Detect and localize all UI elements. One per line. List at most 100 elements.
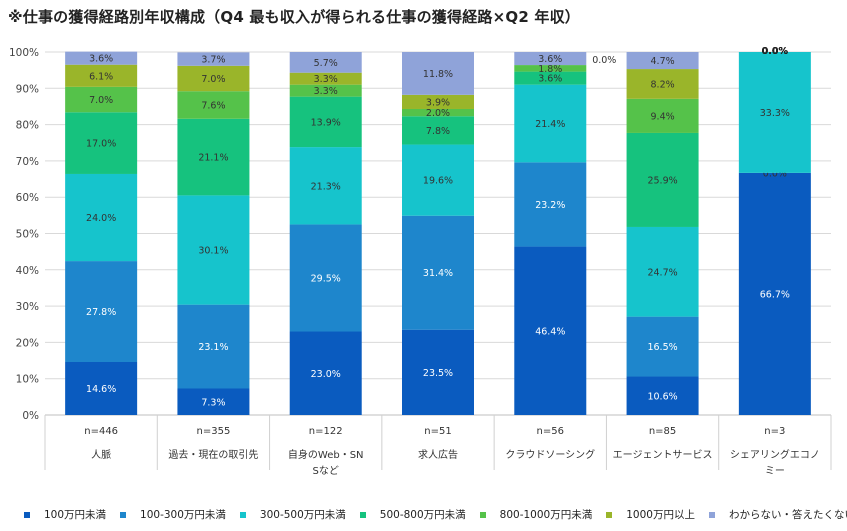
bar-segment bbox=[626, 52, 699, 70]
legend-item: 500-800万円未満 bbox=[359, 507, 466, 522]
data-label: 3.3% bbox=[314, 74, 338, 85]
data-label: 66.7% bbox=[760, 289, 790, 300]
data-label: 14.6% bbox=[86, 384, 116, 395]
data-label: 46.4% bbox=[535, 326, 565, 337]
category-label: 求人広告 bbox=[418, 448, 458, 461]
legend-label: わからない・答えたくない bbox=[728, 509, 847, 521]
legend-label: 100万円未満 bbox=[44, 509, 107, 521]
data-label: 3.7% bbox=[201, 55, 225, 66]
data-label: 3.3% bbox=[314, 86, 338, 97]
data-label: 5.7% bbox=[314, 58, 338, 69]
data-label: 7.0% bbox=[201, 74, 225, 85]
chart-legend: 100万円未満 100-300万円未満 300-500万円未満 500-800万円未満… bbox=[24, 507, 847, 522]
bar-segment bbox=[626, 226, 699, 317]
data-label: 21.1% bbox=[198, 153, 228, 164]
bar-segment bbox=[65, 112, 138, 174]
data-label: 10.6% bbox=[647, 391, 677, 402]
bar-segment bbox=[402, 215, 474, 330]
data-label: 3.6% bbox=[89, 54, 113, 65]
category-n-label: n=56 bbox=[537, 426, 564, 437]
bar-segment bbox=[65, 86, 138, 113]
bar-segment bbox=[289, 72, 362, 85]
y-tick-label: 60% bbox=[16, 192, 39, 204]
legend-label: 500-800万円未満 bbox=[379, 509, 466, 521]
data-label: 1.8% bbox=[538, 64, 562, 75]
data-label: 16.5% bbox=[647, 342, 677, 353]
data-label: 11.8% bbox=[423, 69, 453, 80]
bar-segment bbox=[402, 329, 474, 415]
bar-segment bbox=[289, 224, 362, 332]
category-n-label: n=122 bbox=[309, 426, 343, 437]
y-tick-label: 100% bbox=[9, 47, 39, 59]
data-label: 23.5% bbox=[423, 368, 453, 379]
bar-segment bbox=[177, 118, 250, 196]
chart-title: ※仕事の獲得経路別年収構成（Q4 最も収入が得られる仕事の獲得経路×Q2 年収） bbox=[8, 8, 580, 26]
y-tick-label: 80% bbox=[16, 120, 39, 132]
legend-swatch bbox=[479, 511, 486, 518]
bar-segment bbox=[289, 84, 362, 97]
data-label: 30.1% bbox=[198, 246, 228, 257]
bar-segment bbox=[65, 64, 138, 87]
category-n-label: n=85 bbox=[649, 426, 676, 437]
category-label: Sなど bbox=[313, 465, 339, 477]
y-tick-label: 20% bbox=[16, 337, 39, 349]
legend-label: 800-1000万円未満 bbox=[499, 509, 593, 521]
category-label: エージェントサービス bbox=[613, 449, 713, 461]
category-label: シェアリングエコノ bbox=[730, 448, 820, 461]
bar-segment bbox=[514, 162, 587, 247]
category-n-label: n=446 bbox=[84, 426, 118, 437]
legend-swatch bbox=[239, 511, 246, 518]
category-label: 人脈 bbox=[91, 448, 111, 461]
data-label: 33.3% bbox=[760, 108, 790, 119]
data-label: 7.0% bbox=[89, 95, 113, 106]
data-label: 7.6% bbox=[201, 100, 225, 111]
data-label: 3.6% bbox=[538, 54, 562, 65]
bar-segment bbox=[514, 71, 587, 85]
bar-segment bbox=[402, 94, 474, 109]
data-label: 8.2% bbox=[651, 79, 675, 90]
data-label: 13.9% bbox=[311, 117, 341, 128]
bar-segment bbox=[177, 388, 250, 415]
data-label: 23.2% bbox=[535, 200, 565, 211]
y-tick-label: 30% bbox=[16, 301, 39, 313]
bar-segment bbox=[177, 52, 250, 66]
y-tick-label: 50% bbox=[16, 229, 39, 241]
legend-label: 100-300万円未満 bbox=[140, 509, 226, 521]
legend-swatch bbox=[24, 511, 30, 518]
data-label: 0.0% bbox=[762, 46, 789, 57]
bar-segment bbox=[514, 65, 587, 72]
data-label: 24.0% bbox=[86, 213, 116, 224]
data-label: 3.6% bbox=[538, 74, 562, 85]
data-label: 0.0% bbox=[762, 46, 789, 57]
y-tick-label: 70% bbox=[16, 156, 39, 168]
y-tick-label: 0% bbox=[22, 410, 39, 422]
data-label: 29.5% bbox=[311, 273, 341, 284]
data-label: 0.0% bbox=[762, 46, 789, 57]
bar-segment bbox=[177, 91, 250, 119]
data-label: 0.0% bbox=[763, 168, 787, 179]
data-label: 0.0% bbox=[592, 55, 616, 66]
legend-item: 300-500万円未満 bbox=[239, 507, 346, 522]
bar-segment bbox=[626, 98, 699, 133]
legend-label: 300-500万円未満 bbox=[259, 509, 346, 521]
data-label: 27.8% bbox=[86, 307, 116, 318]
bar-segment bbox=[514, 246, 587, 415]
bar-segment bbox=[402, 52, 474, 95]
data-label: 21.4% bbox=[535, 119, 565, 130]
bar-segment bbox=[289, 96, 362, 148]
bar-segment bbox=[514, 52, 587, 66]
legend-swatch bbox=[120, 511, 127, 518]
bar-segment bbox=[65, 261, 138, 363]
bar-segment bbox=[177, 304, 250, 389]
bar-segment bbox=[65, 173, 138, 262]
data-label: 7.8% bbox=[426, 126, 450, 137]
data-label: 17.0% bbox=[86, 139, 116, 150]
data-label: 2.0% bbox=[426, 108, 450, 119]
data-label: 23.1% bbox=[198, 342, 228, 353]
bar-segment bbox=[177, 195, 250, 305]
bar-segment bbox=[65, 362, 138, 415]
bar-segment bbox=[65, 51, 138, 65]
legend-item: わからない・答えたくない bbox=[708, 507, 847, 522]
data-label: 25.9% bbox=[647, 175, 677, 186]
bar-segment bbox=[626, 376, 699, 415]
